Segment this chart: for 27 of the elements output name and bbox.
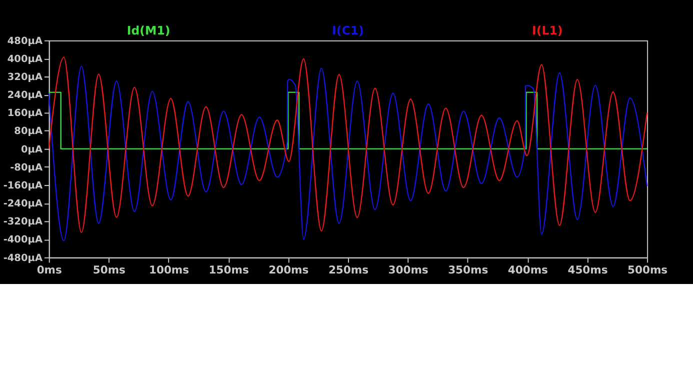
y-tick-label: -160µA	[3, 180, 43, 192]
x-tick-label: 450ms	[568, 263, 608, 276]
x-tick-label: 150ms	[208, 263, 249, 276]
y-tick-label: 160µA	[7, 108, 43, 120]
y-tick-label: 240µA	[7, 90, 43, 102]
x-tick-label: 500ms	[628, 263, 668, 276]
text: I(C1)	[332, 23, 364, 38]
y-tick-label: -80µA	[10, 162, 43, 174]
y-tick-label: 480µA	[7, 36, 43, 47]
y-tick-label: 80µA	[14, 126, 43, 138]
x-tick-label: 400ms	[508, 263, 548, 276]
y-tick-label: -400µA	[3, 234, 43, 246]
y-tick-label: 400µA	[7, 54, 43, 65]
text: Id(M1)	[126, 23, 170, 38]
text: I(L1)	[532, 23, 563, 38]
x-tick-label: 0ms	[36, 263, 62, 276]
y-tick-label: 0µA	[20, 144, 43, 156]
x-tick-label: 100ms	[148, 263, 190, 276]
x-tick-label: 350ms	[448, 263, 488, 276]
x-tick-label: 250ms	[328, 263, 368, 276]
y-tick-label: -320µA	[3, 216, 43, 228]
y-tick-label: -480µA	[3, 252, 43, 264]
x-tick-label: 200ms	[268, 263, 309, 276]
y-tick-label: 320µA	[7, 72, 43, 83]
x-tick-label: 50ms	[92, 263, 126, 276]
x-tick-label: 300ms	[388, 263, 428, 276]
y-tick-label: -240µA	[3, 198, 43, 210]
